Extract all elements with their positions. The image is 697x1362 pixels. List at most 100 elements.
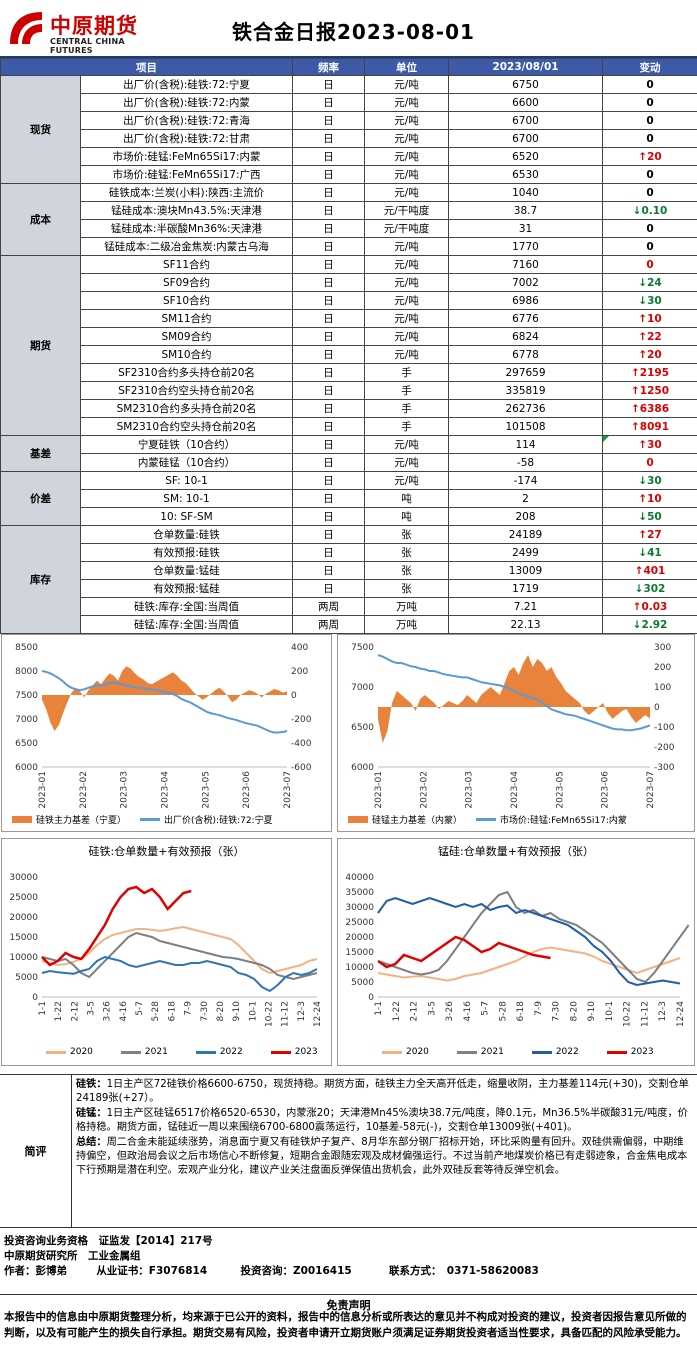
item-cell: SM10合约 bbox=[80, 345, 293, 364]
frequency-cell: 日 bbox=[292, 147, 365, 166]
value-cell: 6986 bbox=[448, 291, 603, 310]
right-axis-label: 100 bbox=[654, 683, 671, 693]
item-cell: 出厂价(含税):硅铁:72:青海 bbox=[80, 111, 293, 130]
frequency-cell: 日 bbox=[292, 111, 365, 130]
change-cell: ↑0.03 bbox=[602, 597, 697, 616]
x-tick-label: 12-3 bbox=[658, 1001, 668, 1021]
x-tick-label: 12-3 bbox=[297, 1001, 307, 1021]
value-cell: 22.13 bbox=[448, 615, 603, 634]
item-cell: 有效预报:硅铁 bbox=[80, 543, 293, 562]
table-row: SF2310合约多头持仓前20名日手 297659 ↑2195 bbox=[1, 363, 697, 382]
change-value: 41 bbox=[647, 546, 662, 559]
change-cell: ↑20 bbox=[602, 345, 697, 364]
arrow-down-icon: ↓ bbox=[638, 510, 648, 523]
change-cell: ↓0.10 bbox=[602, 201, 697, 220]
change-cell: 0 bbox=[602, 111, 697, 130]
legend-label: 硅锰主力基差（内蒙） bbox=[372, 816, 463, 826]
legend-label: 2023 bbox=[294, 1047, 318, 1057]
change-cell: ↓2.92 bbox=[602, 615, 697, 634]
table-row: 出厂价(含税):硅铁:72:内蒙日元/吨 6600 0 bbox=[1, 93, 697, 112]
item-cell: SM: 10-1 bbox=[80, 489, 293, 508]
frequency-cell: 日 bbox=[292, 183, 365, 202]
change-cell: 0 bbox=[602, 165, 697, 184]
change-value: 0 bbox=[646, 96, 654, 109]
arrow-up-icon: ↑ bbox=[638, 348, 648, 361]
legend-label: 2023 bbox=[630, 1047, 654, 1057]
unit-cell: 元/吨 bbox=[364, 111, 449, 130]
commentary-sf-head: 硅铁： bbox=[76, 1079, 107, 1090]
change-cell: 0 bbox=[602, 453, 697, 472]
frequency-cell: 日 bbox=[292, 327, 365, 346]
arrow-down-icon: ↓ bbox=[638, 546, 648, 559]
arrow-up-icon: ↑ bbox=[638, 438, 648, 451]
commentary-sm-text: 1日主产区硅锰6517价格6520-6530，内蒙涨20；天津港Mn45%澳块3… bbox=[76, 1107, 688, 1134]
legend-label: 2022 bbox=[555, 1047, 579, 1057]
value-cell: 6530 bbox=[448, 165, 603, 184]
unit-cell: 元/吨 bbox=[364, 435, 449, 454]
table-row: SM2310合约多头持仓前20名日手 262736 ↑6386 bbox=[1, 399, 697, 418]
item-cell: SM09合约 bbox=[80, 327, 293, 346]
frequency-cell: 日 bbox=[292, 255, 365, 274]
x-tick-label: 7-9 bbox=[184, 1001, 194, 1016]
header-frequency: 频率 bbox=[292, 58, 365, 76]
logo-text-cn: 中原期货 bbox=[50, 13, 138, 38]
frequency-cell: 日 bbox=[292, 309, 365, 328]
frequency-cell: 日 bbox=[292, 219, 365, 238]
frequency-cell: 日 bbox=[292, 507, 365, 526]
logo-mark-icon bbox=[6, 8, 46, 48]
change-value: 10 bbox=[647, 312, 662, 325]
legend-swatch bbox=[531, 1050, 552, 1054]
change-cell: ↓30 bbox=[602, 471, 697, 490]
category-cell: 现货 bbox=[0, 75, 81, 184]
arrow-down-icon: ↓ bbox=[638, 294, 648, 307]
value-cell: 7.21 bbox=[448, 597, 603, 616]
x-tick-label: 5-7 bbox=[481, 1001, 491, 1016]
unit-cell: 元/吨 bbox=[364, 237, 449, 256]
chart-svg: 0 5000 10000 15000 20000 25000 30000 35000 40000… bbox=[345, 873, 690, 1027]
report-title: 铁合金日报2023-08-01 bbox=[232, 20, 475, 44]
legend-swatch bbox=[606, 1050, 627, 1054]
x-tick-label: 2023-04 bbox=[161, 771, 171, 809]
x-tick-label: 9-10 bbox=[232, 1001, 242, 1022]
change-value: 30 bbox=[647, 474, 662, 487]
commentary-section: 简评 硅铁：1日主产区72硅铁价格6600-6750，现货持稳。期货方面，硅铁主… bbox=[0, 1074, 697, 1228]
change-cell: ↓41 bbox=[602, 543, 697, 562]
left-axis-label: 7000 bbox=[351, 683, 374, 693]
author-info: 投资咨询业务资格 证监发【2014】217号 中原期货研究所 工业金属组 作者：… bbox=[4, 1234, 694, 1279]
change-cell: 0 bbox=[602, 183, 697, 202]
change-cell: ↑1250 bbox=[602, 381, 697, 400]
right-axis-label: 400 bbox=[291, 643, 308, 653]
unit-cell: 元/吨 bbox=[364, 165, 449, 184]
y-axis-label: 0 bbox=[368, 993, 374, 1003]
change-value: 20 bbox=[647, 150, 662, 163]
table-row: 有效预报:锰硅日张 1719 ↓302 bbox=[1, 579, 697, 598]
change-value: 27 bbox=[647, 528, 662, 541]
header-item: 项目 bbox=[0, 58, 293, 76]
author-license: 从业证书：F3076814 bbox=[96, 1265, 208, 1277]
frequency-cell: 日 bbox=[292, 489, 365, 508]
left-axis-label: 6000 bbox=[351, 763, 374, 773]
change-cell: 0 bbox=[602, 93, 697, 112]
change-value: 0 bbox=[646, 222, 654, 235]
x-tick-label: 3-5 bbox=[87, 1001, 97, 1016]
change-cell: 0 bbox=[602, 237, 697, 256]
x-tick-label: 4-16 bbox=[463, 1001, 473, 1022]
change-cell: 0 bbox=[602, 129, 697, 148]
item-cell: SF11合约 bbox=[80, 255, 293, 274]
series-line-2022 bbox=[41, 955, 318, 993]
frequency-cell: 日 bbox=[292, 291, 365, 310]
table-row: 锰硅成本:半碳酸Mn36%:天津港日元/干吨度 31 0 bbox=[1, 219, 697, 238]
item-cell: 出厂价(含税):硅铁:72:内蒙 bbox=[80, 93, 293, 112]
frequency-cell: 日 bbox=[292, 381, 365, 400]
table-row: SM11合约日元/吨 6776 ↑10 bbox=[1, 309, 697, 328]
y-axis-label: 20000 bbox=[9, 913, 38, 923]
value-cell: 1770 bbox=[448, 237, 603, 256]
license-line: 投资咨询业务资格 证监发【2014】217号 bbox=[4, 1235, 213, 1247]
legend-swatch bbox=[348, 816, 368, 823]
category-cell: 成本 bbox=[0, 183, 81, 256]
x-tick-label: 2023-01 bbox=[374, 771, 384, 809]
x-tick-label: 1-1 bbox=[374, 1001, 384, 1016]
value-cell: 6750 bbox=[448, 75, 603, 94]
frequency-cell: 日 bbox=[292, 93, 365, 112]
value-cell: 6700 bbox=[448, 129, 603, 148]
